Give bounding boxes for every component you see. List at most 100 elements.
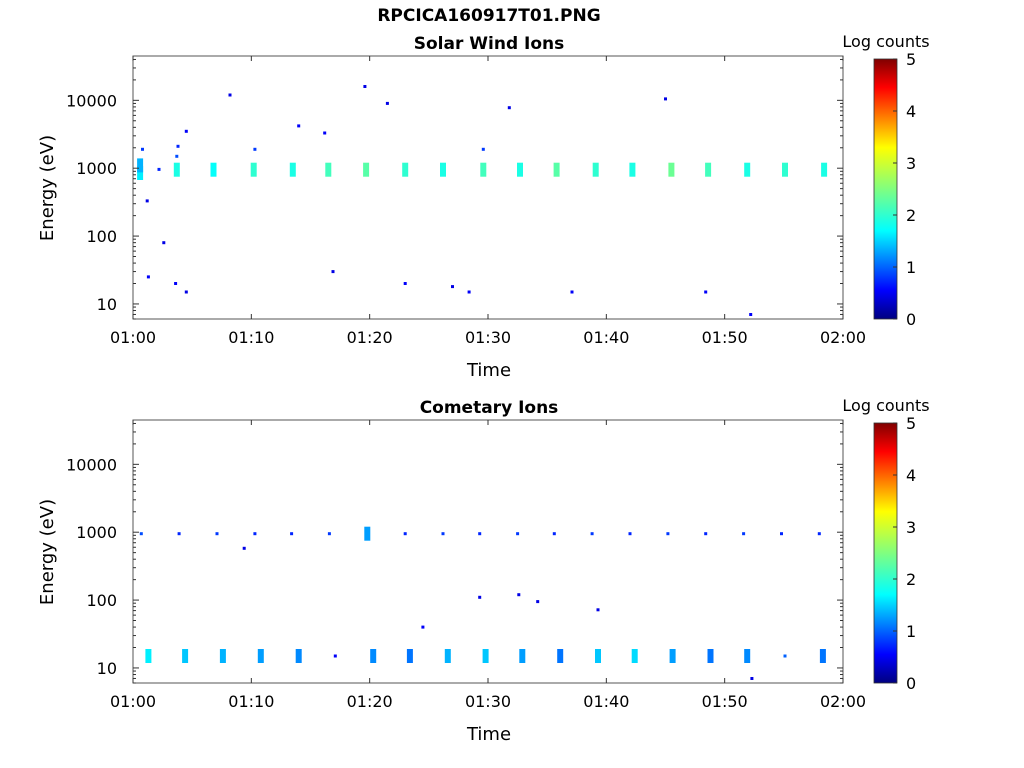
data-cell bbox=[441, 532, 445, 536]
data-cell bbox=[257, 649, 264, 663]
colorbar-tick-label: 5 bbox=[906, 50, 916, 69]
x-tick-label: 01:00 bbox=[110, 328, 156, 347]
data-cell bbox=[444, 649, 451, 663]
colorbar-tick-label: 0 bbox=[906, 674, 916, 693]
data-cell bbox=[628, 532, 632, 536]
data-cell bbox=[370, 649, 377, 663]
data-cell bbox=[480, 162, 487, 177]
data-cell bbox=[175, 154, 179, 158]
y-tick-label: 1000 bbox=[76, 523, 117, 542]
data-cell bbox=[145, 649, 152, 663]
x-tick-label: 02:00 bbox=[820, 328, 866, 347]
data-cell bbox=[519, 649, 526, 663]
data-cell bbox=[289, 162, 296, 177]
y-tick-label: 100 bbox=[86, 591, 117, 610]
x-ticks: 01:00 01:10 01:20 01:30 01:40 01:50 02:00 bbox=[110, 420, 866, 711]
colorbar-tick-label: 2 bbox=[906, 206, 916, 225]
data-cell bbox=[250, 162, 257, 177]
data-cell bbox=[162, 241, 166, 245]
figure-title: RPCICA160917T01.PNG bbox=[377, 6, 601, 26]
data-cell bbox=[467, 290, 471, 294]
colorbar-tick-label: 3 bbox=[906, 518, 916, 537]
data-cell bbox=[219, 649, 226, 663]
data-cell bbox=[403, 282, 407, 285]
data-cell bbox=[478, 595, 482, 599]
data-cell bbox=[210, 162, 217, 177]
panel-cometary: Cometary Ions 01:00 01:10 01:20 01:30 01:40 0… bbox=[37, 396, 930, 745]
data-cell bbox=[595, 649, 601, 663]
data-cell bbox=[782, 162, 788, 177]
data-cell bbox=[403, 532, 407, 536]
x-tick-label: 01:50 bbox=[702, 692, 748, 711]
data-cell bbox=[596, 608, 600, 612]
x-axis-label: Time bbox=[466, 360, 511, 381]
data-cell bbox=[363, 162, 370, 177]
y-tick-label: 1000 bbox=[76, 159, 117, 178]
data-cell bbox=[177, 532, 181, 536]
data-cell bbox=[631, 649, 638, 663]
x-tick-label: 01:10 bbox=[228, 328, 274, 347]
data-cell bbox=[517, 162, 523, 177]
panel-title: Cometary Ions bbox=[420, 398, 559, 418]
x-ticks: 01:00 01:10 01:20 01:30 01:40 01:50 02:00 bbox=[110, 56, 866, 347]
data-cell bbox=[707, 649, 714, 663]
data-cell bbox=[481, 147, 485, 151]
data-cell bbox=[704, 532, 708, 536]
data-cell bbox=[325, 162, 332, 177]
colorbar-tick-label: 2 bbox=[906, 570, 916, 589]
data-cell bbox=[744, 649, 751, 663]
colorbar-tick-label: 1 bbox=[906, 258, 916, 277]
data-cell bbox=[253, 147, 257, 151]
y-tick-label: 10000 bbox=[66, 455, 117, 474]
data-cell bbox=[137, 158, 144, 173]
colorbar-tick-label: 4 bbox=[906, 102, 916, 121]
data-cell bbox=[253, 532, 257, 536]
data-cell bbox=[552, 532, 556, 536]
data-cell bbox=[742, 532, 746, 536]
data-cell bbox=[817, 532, 821, 536]
data-cell bbox=[406, 649, 413, 663]
panel-title: Solar Wind Ions bbox=[414, 34, 565, 54]
x-tick-label: 02:00 bbox=[820, 692, 866, 711]
data-cell bbox=[666, 532, 670, 536]
x-tick-label: 01:40 bbox=[583, 692, 629, 711]
y-axis-label: Energy (eV) bbox=[37, 135, 58, 241]
data-cell bbox=[295, 649, 302, 663]
data-cell bbox=[363, 85, 367, 88]
x-tick-label: 01:00 bbox=[110, 692, 156, 711]
data-cell bbox=[592, 162, 599, 177]
y-tick-label: 10000 bbox=[66, 91, 117, 110]
data-cell bbox=[157, 167, 161, 171]
data-cell bbox=[557, 649, 564, 663]
data-cell bbox=[516, 532, 520, 536]
data-cell bbox=[451, 285, 454, 289]
y-tick-label: 10 bbox=[97, 659, 117, 678]
colorbar-tick-label: 3 bbox=[906, 154, 916, 173]
data-cell bbox=[364, 526, 371, 541]
data-cell bbox=[174, 282, 178, 285]
data-cell bbox=[242, 546, 246, 550]
colorbar-tick-label: 5 bbox=[906, 414, 916, 433]
data-cell bbox=[821, 162, 828, 177]
data-cell bbox=[297, 124, 301, 128]
x-tick-label: 01:30 bbox=[465, 692, 511, 711]
colorbar-ticks: 0 1 2 3 4 5 bbox=[893, 50, 916, 329]
y-ticks: 10 100 1000 10000 bbox=[66, 58, 843, 320]
colorbar-tick-label: 1 bbox=[906, 622, 916, 641]
colorbar bbox=[873, 58, 898, 320]
data-cell bbox=[705, 162, 712, 177]
data-cell bbox=[331, 270, 335, 274]
data-cell bbox=[780, 532, 783, 536]
data-cell bbox=[482, 649, 489, 663]
x-axis-label: Time bbox=[466, 724, 511, 745]
data-cell bbox=[704, 290, 708, 294]
data-cell bbox=[176, 144, 180, 148]
x-tick-label: 01:30 bbox=[465, 328, 511, 347]
data-cell bbox=[137, 166, 144, 180]
colorbar bbox=[873, 422, 898, 684]
data-cell bbox=[783, 654, 787, 658]
data-cell bbox=[536, 600, 540, 604]
data-cell bbox=[184, 290, 188, 294]
data-cell bbox=[664, 97, 667, 101]
